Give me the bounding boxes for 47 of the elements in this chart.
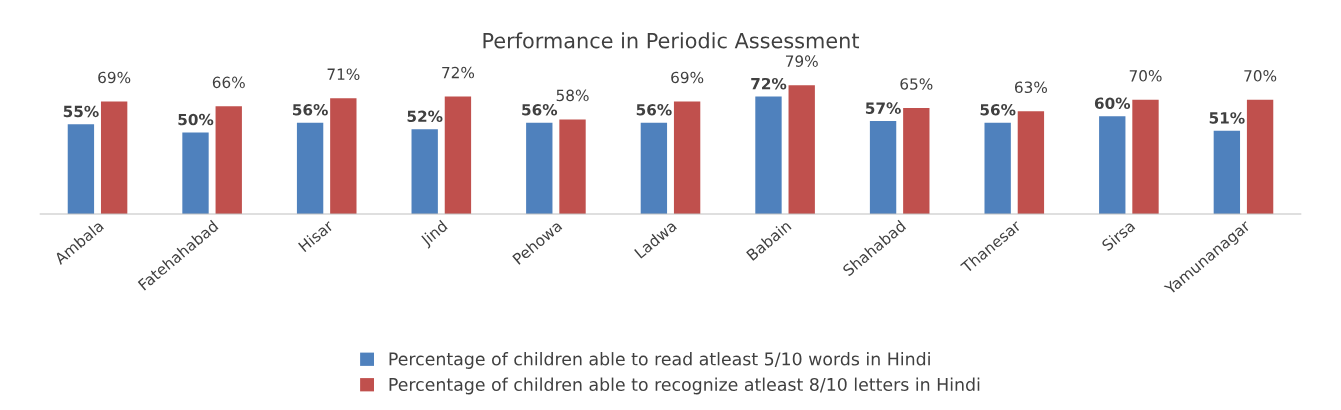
- data-label: 66%: [212, 76, 245, 89]
- bar: [526, 122, 553, 215]
- data-label: 51%: [1209, 112, 1245, 124]
- bar: [788, 85, 815, 215]
- data-label: 56%: [980, 104, 1016, 116]
- data-label: 69%: [98, 71, 131, 84]
- bar: [1132, 99, 1159, 215]
- data-label: 50%: [178, 113, 214, 126]
- data-label: 69%: [671, 71, 704, 84]
- bar: [640, 122, 668, 215]
- bar: [100, 101, 128, 215]
- legend-label: Percentage of children able to recognize atleast 8/10 letters in Hindi: [389, 377, 980, 395]
- bar: [1246, 99, 1274, 215]
- data-label: 72%: [442, 66, 475, 79]
- data-label: 55%: [63, 105, 99, 118]
- data-label: 63%: [1014, 81, 1048, 94]
- data-label: 72%: [751, 77, 787, 90]
- bar: [215, 106, 242, 215]
- bar: [1099, 116, 1126, 215]
- data-label: 56%: [636, 104, 672, 116]
- bar: [559, 119, 586, 215]
- data-label: 60%: [1094, 97, 1131, 110]
- data-label: 65%: [900, 78, 933, 90]
- bar: [330, 98, 357, 215]
- data-label: 70%: [1244, 70, 1277, 82]
- data-label: 71%: [327, 68, 360, 80]
- data-label: 56%: [292, 104, 328, 116]
- chart-title: Performance in Periodic Assessment: [483, 32, 860, 49]
- bar: [444, 96, 472, 215]
- data-label: 57%: [865, 102, 901, 114]
- bar: [673, 101, 701, 215]
- data-label: 70%: [1129, 70, 1162, 82]
- bar: [411, 129, 438, 215]
- bar: [182, 132, 209, 215]
- bar: [903, 108, 930, 215]
- legend-label: Percentage of children able to read atleast 5/10 words in Hindi: [389, 352, 930, 369]
- data-label: 52%: [407, 110, 443, 123]
- data-label: 58%: [556, 89, 589, 102]
- bar: [984, 122, 1011, 215]
- bar: [296, 122, 324, 215]
- data-label: 79%: [785, 55, 818, 67]
- bar: [67, 124, 95, 215]
- data-label: 56%: [522, 104, 558, 116]
- bar: [755, 96, 782, 215]
- bar: [1017, 111, 1045, 215]
- bar: [869, 121, 897, 215]
- bar: [1213, 130, 1241, 215]
